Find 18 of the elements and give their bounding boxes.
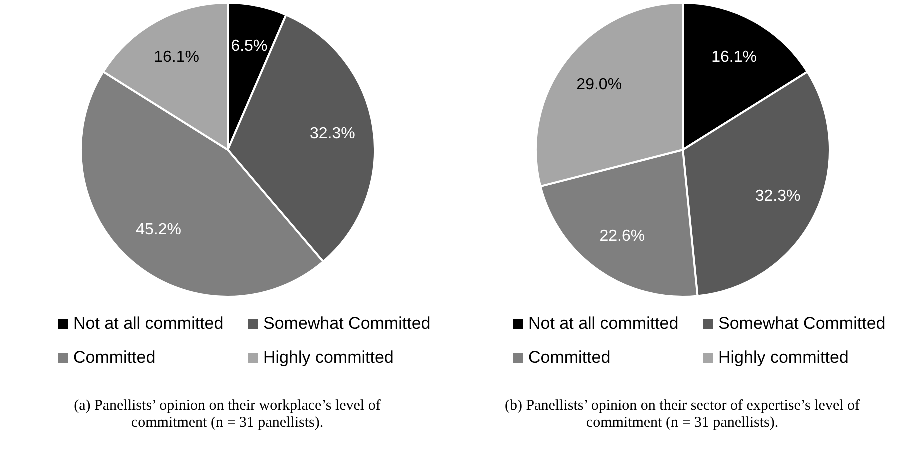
text: (a) Panellists’ opinion on their workplace’s level of commitment (n = 31 panellists). [73,398,382,432]
data-label: 29.0% [576,76,622,94]
data-label: 16.1% [154,48,199,66]
legend-label: Not at all committed [74,314,224,334]
text: (b) Panellists’ opinion on their sector of expertise’s level of commitment (n = 31 panellists). [504,398,862,432]
legend-label: Committed [74,348,156,368]
legend-label: Highly committed [718,348,849,368]
data-label: 16.1% [711,48,756,66]
data-label: 45.2% [136,222,182,239]
data-label: 32.3% [754,188,800,205]
data-label: 22.6% [599,228,645,246]
legend-label: Somewhat Committed [264,314,431,334]
legend-label: Highly committed [264,348,394,368]
legend-label: Committed [528,348,611,368]
data-label: 6.5% [230,38,268,55]
legend-label: Not at all committed [528,314,679,334]
data-label: 32.3% [309,126,355,143]
legend-label: Somewhat Committed [718,314,886,334]
